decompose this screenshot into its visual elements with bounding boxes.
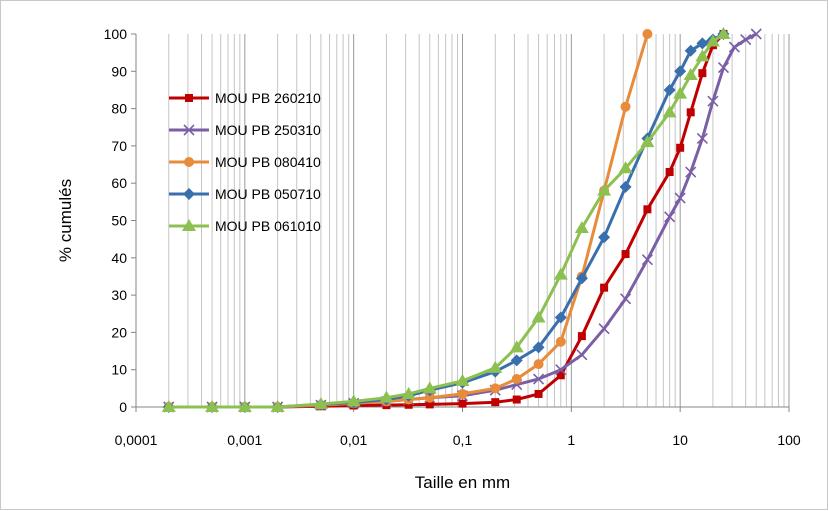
data-point [535, 390, 543, 398]
data-point [459, 400, 467, 408]
legend-item: MOU PB 260210 [169, 90, 321, 106]
data-point [458, 389, 468, 399]
legend-marker [184, 157, 194, 167]
data-point [620, 181, 632, 193]
data-point [687, 108, 695, 116]
legend-item: MOU PB 050710 [169, 186, 321, 202]
data-point [676, 144, 684, 152]
x-tick-label: 0,1 [453, 432, 473, 448]
x-tick-label: 10 [672, 432, 688, 448]
data-point [621, 102, 631, 112]
legend-label: MOU PB 260210 [215, 90, 321, 106]
x-tick-label: 100 [777, 432, 801, 448]
data-point [666, 168, 674, 176]
legend-label: MOU PB 061010 [215, 218, 321, 234]
data-point [729, 42, 739, 52]
x-tick-label: 0,01 [340, 432, 367, 448]
x-axis-title: Taille en mm [415, 473, 510, 492]
data-point [674, 65, 686, 77]
x-tick-label: 0,001 [227, 432, 262, 448]
y-tick-label: 20 [111, 324, 127, 340]
x-tick-label: 1 [567, 432, 575, 448]
y-tick-label: 70 [111, 138, 127, 154]
data-point [698, 69, 706, 77]
x-tick-label: 0,0001 [115, 432, 158, 448]
data-point [556, 337, 566, 347]
y-tick-label: 0 [119, 399, 127, 415]
data-point [663, 105, 677, 117]
y-tick-label: 10 [111, 362, 127, 378]
data-point [491, 398, 499, 406]
data-point [575, 221, 589, 233]
legend-item: MOU PB 080410 [169, 154, 321, 170]
y-tick-label: 30 [111, 287, 127, 303]
legend-label: MOU PB 050710 [215, 186, 321, 202]
data-point [512, 374, 522, 384]
data-point [600, 284, 608, 292]
data-point [642, 29, 652, 39]
y-tick-label: 50 [111, 213, 127, 229]
data-point [598, 231, 610, 243]
data-point [622, 250, 630, 258]
data-point [643, 205, 651, 213]
legend-marker [185, 94, 193, 102]
legend-label: MOU PB 080410 [215, 154, 321, 170]
y-axis-title: % cumulés [56, 179, 75, 262]
y-tick-label: 100 [104, 26, 128, 42]
data-point [578, 332, 586, 340]
y-tick-label: 80 [111, 101, 127, 117]
data-point [577, 350, 587, 360]
data-point [664, 84, 676, 96]
data-point [532, 310, 546, 322]
data-point [534, 359, 544, 369]
y-tick-label: 40 [111, 250, 127, 266]
data-point [621, 294, 631, 304]
legend-item: MOU PB 250310 [169, 122, 321, 138]
y-tick-label: 90 [111, 63, 127, 79]
data-point [513, 396, 521, 404]
legend-label: MOU PB 250310 [215, 122, 321, 138]
legend-marker [183, 188, 195, 200]
data-point [554, 268, 568, 280]
legend-item: MOU PB 061010 [169, 218, 321, 234]
data-point [490, 383, 500, 393]
y-tick-label: 60 [111, 175, 127, 191]
